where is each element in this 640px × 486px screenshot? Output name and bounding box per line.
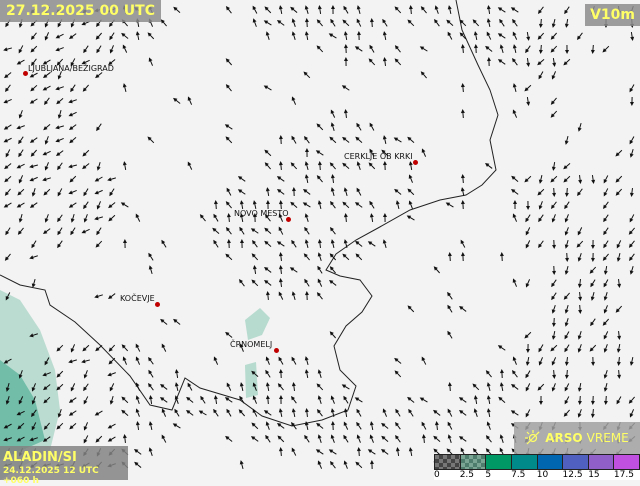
legend-swatch — [461, 455, 487, 469]
legend-tick-label: 5 — [485, 470, 491, 480]
parameter-label: V10m — [585, 4, 640, 26]
city-label: LJUBLJANA/BEŽIGRAD — [28, 64, 114, 73]
wind-speed-legend: 0 2.5 5 7.5 10 12.5 15 17.5 — [434, 454, 640, 480]
city-marker — [155, 302, 160, 307]
city-marker — [274, 348, 279, 353]
legend-swatch — [589, 455, 615, 469]
model-info: ALADIN/SI 24.12.2025 12 UTC +060 h — [0, 446, 128, 480]
legend-ticks: 0 2.5 5 7.5 10 12.5 15 17.5 — [434, 470, 640, 482]
wind-speed-shading — [245, 362, 258, 398]
legend-swatch — [614, 455, 639, 469]
brand-name-rest: VREME — [587, 431, 629, 445]
legend-swatch — [538, 455, 564, 469]
legend-colorbar — [434, 454, 640, 470]
legend-swatch — [563, 455, 589, 469]
city-label: KOČEVJE — [120, 294, 155, 303]
city-label: ČRNOMELJ — [230, 340, 272, 349]
model-name: ALADIN/SI — [3, 450, 77, 465]
legend-tick-label: 10 — [537, 470, 548, 480]
valid-time-label: 27.12.2025 00 UTC — [0, 0, 161, 22]
legend-swatch — [512, 455, 538, 469]
legend-swatch — [486, 455, 512, 469]
legend-swatch — [435, 455, 461, 469]
brand-name-bold: ARSO — [545, 431, 582, 445]
sun-weather-icon — [525, 430, 541, 446]
legend-tick-label: 17.5 — [614, 470, 634, 480]
arso-logo: ARSO VREME — [514, 422, 640, 454]
legend-tick-label: 0 — [434, 470, 440, 480]
city-marker — [413, 160, 418, 165]
legend-tick-label: 7.5 — [511, 470, 525, 480]
legend-tick-label: 12.5 — [563, 470, 583, 480]
city-label: NOVO MESTO — [234, 209, 289, 218]
legend-tick-label: 15 — [588, 470, 599, 480]
model-run: 24.12.2025 12 UTC +060 h — [3, 466, 128, 486]
city-label: CERKLJE OB KRKI — [344, 152, 413, 161]
legend-tick-label: 2.5 — [460, 470, 474, 480]
